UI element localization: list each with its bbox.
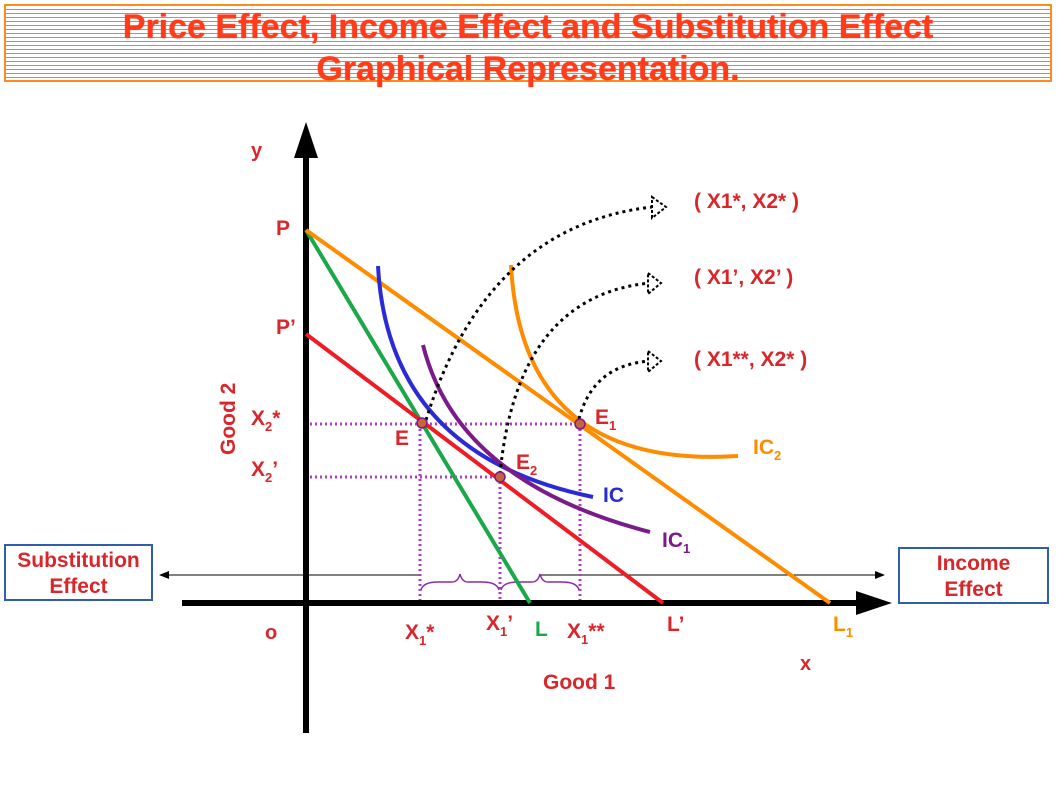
label-ic2: IC2 xyxy=(753,436,781,463)
coordinate-label-3: ( X1**, X2* ) xyxy=(694,348,807,371)
x-axis-letter: x xyxy=(800,653,811,675)
y-axis-letter: y xyxy=(251,140,263,162)
label-e: E xyxy=(395,427,409,450)
title-banner: Price Effect, Income Effect and Substitu… xyxy=(4,4,1052,88)
label-x1-star: X1* xyxy=(405,621,435,648)
indifference-curve-ic xyxy=(376,265,594,499)
dotted-arrow-1-head xyxy=(651,195,668,221)
indifference-curve-ic2 xyxy=(509,264,739,459)
point-e1 xyxy=(574,418,586,430)
y-axis-title: Good 2 xyxy=(217,383,240,455)
label-p-prime: P’ xyxy=(276,316,296,339)
label-e1: E1 xyxy=(595,406,616,433)
dotted-arrow-3 xyxy=(577,359,651,420)
coordinate-label-1: ( X1*, X2* ) xyxy=(694,190,799,213)
point-e2 xyxy=(494,471,506,483)
dotted-arrow-3-head xyxy=(647,348,663,375)
label-x1-dstar: X1** xyxy=(567,620,605,647)
label-x2-prime: X2’ xyxy=(251,458,278,485)
indifference-curve-ic1 xyxy=(421,344,651,534)
income-box-line-1: Income xyxy=(936,552,1011,575)
label-p: P xyxy=(276,217,290,240)
origin-label: o xyxy=(265,622,277,644)
label-l: L xyxy=(535,618,548,641)
substitution-box-line-2: Effect xyxy=(49,575,108,598)
label-x2-star: X2* xyxy=(251,407,281,434)
income-brace xyxy=(500,573,580,591)
x-axis-arrowhead xyxy=(856,591,892,615)
x-axis-title: Good 1 xyxy=(543,671,616,694)
coordinate-label-2: ( X1’, X2’ ) xyxy=(694,266,793,289)
dotted-arrow-2 xyxy=(498,281,651,475)
title-line-1: Price Effect, Income Effect and Substitu… xyxy=(122,8,934,46)
dotted-arrow-2-head xyxy=(647,270,663,297)
budget-line-orange xyxy=(304,228,832,605)
label-l1: L1 xyxy=(833,613,853,640)
label-x1-prime: X1’ xyxy=(486,612,513,639)
substitution-brace xyxy=(420,573,500,591)
substitution-effect-box: Substitution Effect xyxy=(4,544,153,601)
label-l-prime: L’ xyxy=(667,613,685,636)
label-ic: IC xyxy=(603,484,624,507)
y-axis-arrowhead xyxy=(294,122,318,158)
label-ic1: IC1 xyxy=(662,529,690,556)
income-effect-box: Income Effect xyxy=(898,547,1049,604)
income-box-line-2: Effect xyxy=(944,578,1003,601)
substitution-box-line-1: Substitution xyxy=(17,549,140,572)
point-e xyxy=(416,417,428,429)
dotted-arrow-1 xyxy=(424,205,653,421)
title-line-2: Graphical Representation. xyxy=(316,50,740,88)
budget-line-red xyxy=(304,332,665,605)
label-e2: E2 xyxy=(516,451,537,478)
